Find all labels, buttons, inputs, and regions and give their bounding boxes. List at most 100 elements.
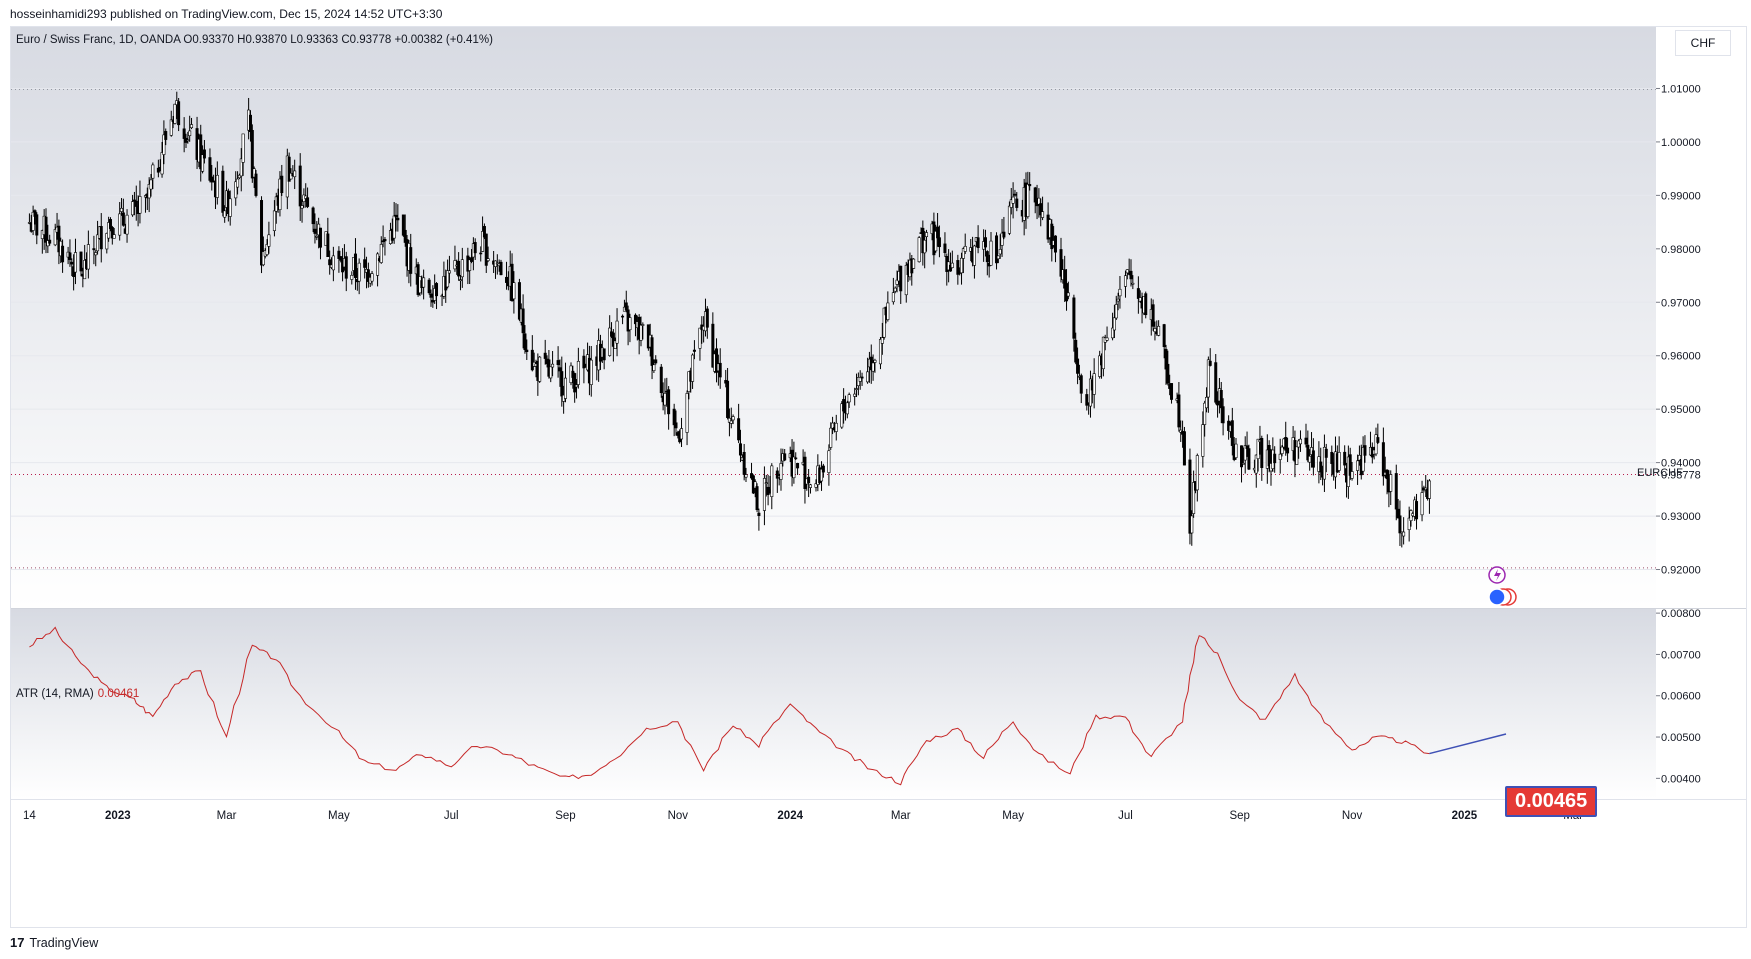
candle-body — [1162, 324, 1166, 348]
candle-body — [422, 277, 426, 288]
candle-body — [948, 264, 952, 272]
time-tick-label: 2025 — [1452, 810, 1478, 822]
chart-canvas[interactable]: 1.01000 1.00000 0.99000 0.98000 0.97000 0.960… — [11, 27, 1746, 927]
candle-body — [1111, 327, 1115, 339]
candle-body — [961, 248, 965, 259]
candle-body — [563, 377, 567, 399]
candle-body — [1205, 396, 1209, 409]
candle-body — [344, 256, 348, 279]
candle-body — [853, 393, 857, 397]
candle-body — [1402, 531, 1406, 537]
candle-body — [831, 422, 835, 429]
candle-body — [61, 245, 65, 263]
candle-body — [1002, 231, 1006, 238]
candle-body — [923, 239, 927, 254]
candle-body — [1125, 269, 1129, 274]
candle-body — [1074, 339, 1078, 363]
candle-body — [674, 422, 678, 429]
candle-body — [995, 235, 999, 264]
series-title[interactable]: Euro / Swiss Franc, 1D, OANDA O0.93370 H… — [16, 34, 493, 46]
candle-body — [715, 348, 719, 373]
candle-body — [1105, 337, 1109, 341]
candle-body — [886, 302, 890, 320]
candle-body — [208, 157, 212, 181]
candle-body — [628, 317, 632, 331]
candle-body — [560, 371, 564, 397]
candle-body — [212, 180, 216, 183]
candle-body — [267, 234, 271, 247]
candle-body — [1374, 434, 1378, 455]
candle-body — [834, 422, 838, 432]
globe-icon[interactable] — [1488, 588, 1506, 606]
candle-body — [1026, 184, 1030, 217]
tradingview-logo[interactable]: 17 TradingView — [10, 935, 98, 950]
candle-body — [366, 269, 370, 282]
candle-body — [1053, 235, 1057, 253]
candle-body — [764, 482, 768, 484]
candle-body — [641, 324, 645, 326]
candle-body — [1361, 447, 1365, 472]
candle-body — [608, 327, 612, 356]
currency-button[interactable]: CHF — [1675, 30, 1731, 56]
candle-body — [1206, 359, 1210, 398]
candle-body — [188, 130, 192, 136]
candle-body — [241, 133, 245, 163]
candle-body — [315, 235, 319, 238]
candle-body — [173, 103, 177, 124]
candle-body — [613, 340, 617, 349]
candle-body — [396, 217, 400, 221]
candle-body — [934, 231, 938, 252]
candle-body — [1131, 282, 1135, 285]
candle-body — [1098, 355, 1102, 377]
candle-body — [298, 165, 302, 207]
candle-body — [70, 261, 74, 265]
candle-body — [446, 270, 450, 288]
candle-body — [350, 274, 354, 280]
candle-body — [1298, 438, 1302, 445]
candle-body — [726, 380, 730, 418]
candle-body — [254, 173, 258, 196]
candle-body — [280, 175, 284, 194]
candle-body — [654, 359, 658, 364]
atr-title-label: ATR (14, RMA) — [16, 688, 94, 700]
candle-body — [1144, 293, 1148, 316]
candle-body — [363, 259, 367, 268]
candle-body — [429, 293, 433, 298]
candle-body — [1085, 394, 1089, 406]
candle-body — [858, 376, 862, 382]
candle-body — [94, 252, 98, 256]
candle-body — [1007, 205, 1011, 234]
candle-body — [505, 276, 509, 283]
atr-tick-label: 0.00700 — [1661, 649, 1701, 661]
candle-body — [147, 184, 151, 199]
candle-body — [1247, 448, 1251, 470]
candle-body — [855, 388, 859, 390]
candle-body — [624, 302, 628, 311]
candle-body — [775, 470, 779, 479]
atr-tick-label: 0.00800 — [1661, 608, 1701, 620]
candle-body — [880, 337, 884, 344]
candle-body — [278, 178, 282, 210]
candle-body — [470, 257, 474, 262]
candle-body — [904, 264, 908, 296]
candle-body — [891, 292, 895, 303]
candle-body — [1273, 453, 1277, 464]
chart-frame[interactable]: 1.01000 1.00000 0.99000 0.98000 0.97000 0.960… — [10, 26, 1747, 928]
candle-body — [131, 201, 135, 216]
candle-body — [1304, 437, 1308, 445]
candle-body — [996, 255, 1000, 260]
atr-title[interactable]: ATR (14, RMA) 0.00461 — [16, 688, 139, 700]
candle-body — [199, 134, 203, 170]
candle-body — [753, 481, 757, 489]
candle-body — [705, 308, 709, 328]
atr-line — [29, 626, 1430, 786]
candle-body — [1415, 501, 1419, 520]
candle-body — [989, 240, 993, 266]
candle-body — [44, 216, 48, 243]
candle-body — [239, 158, 243, 177]
candle-body — [770, 465, 774, 497]
candle-body — [1234, 443, 1238, 458]
candle-body — [125, 214, 129, 235]
candle-body — [611, 332, 615, 347]
candle-body — [1306, 444, 1310, 461]
